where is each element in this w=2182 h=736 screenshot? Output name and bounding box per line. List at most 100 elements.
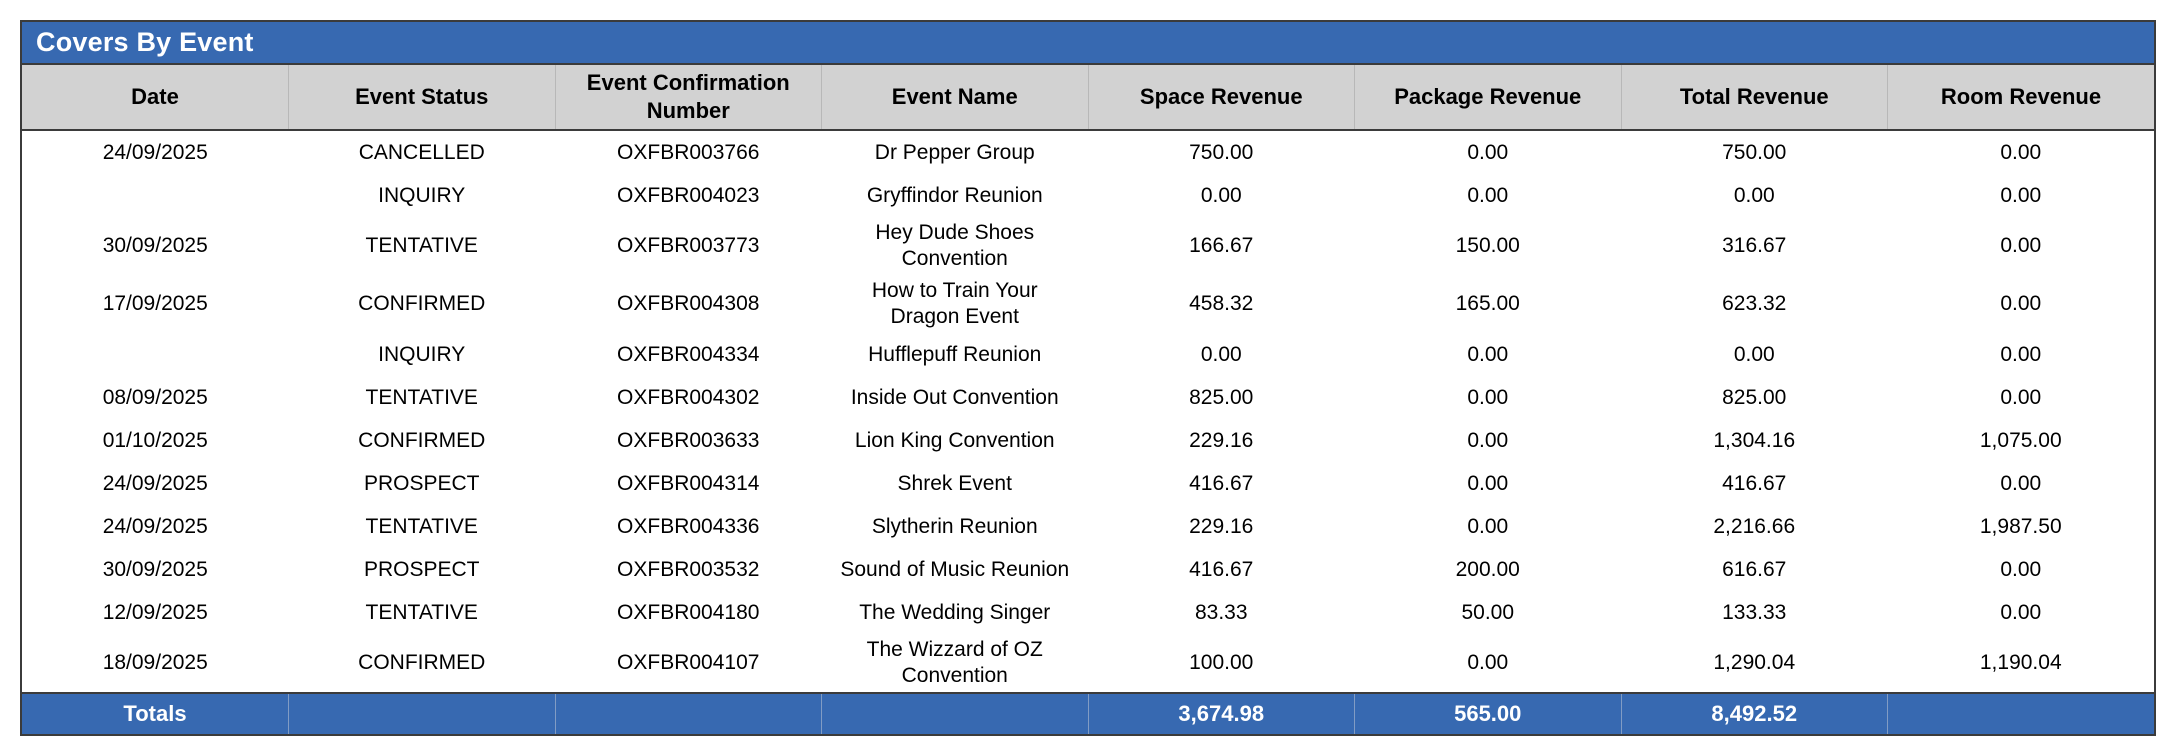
cell-room-revenue: 0.00 (2000, 140, 2042, 164)
report-title-bar: Covers By Event (22, 22, 2154, 65)
cell-event-confirmation-number: OXFBR004308 (617, 292, 760, 315)
cell-event-status: TENTATIVE (365, 600, 478, 624)
cell-event-name: Dr Pepper Group (874, 140, 1035, 164)
cell-event-status: CANCELLED (358, 140, 485, 164)
cell-space-revenue: 166.67 (1189, 234, 1254, 257)
cell-event-confirmation-number: OXFBR004107 (617, 651, 760, 674)
covers-by-event-report: Covers By Event Date Event Status Event Co… (20, 20, 2156, 736)
cell-space-revenue: 416.67 (1189, 471, 1254, 495)
cell-date (22, 174, 289, 217)
table-header: Date Event Status Event Confirmation Numbe… (22, 65, 2154, 131)
cell-total-revenue: 750.00 (1722, 140, 1787, 164)
totals-package-revenue: 565.00 (1354, 692, 1621, 734)
table-row: 24/09/2025 TENTATIVE OXFBR004336 Slytherin … (22, 505, 2154, 548)
table-row: 08/09/2025 TENTATIVE OXFBR004302 Inside Out… (22, 376, 2154, 419)
cell-event-confirmation-number: OXFBR004180 (617, 600, 760, 624)
totals-spacer-event-name (821, 692, 1088, 734)
cell-event-name: Hey Dude Shoes Convention (875, 221, 1035, 270)
cell-total-revenue: 0.00 (1733, 342, 1775, 366)
column-header-package-revenue: Package Revenue (1354, 65, 1621, 131)
column-header-event-confirmation-number: Event Confirmation Number (554, 65, 822, 131)
cell-space-revenue: 229.16 (1189, 514, 1254, 538)
totals-label: Totals (22, 692, 289, 734)
table-row: INQUIRY OXFBR004334 Hufflepuff Reunion 0.00… (22, 333, 2154, 376)
cell-package-revenue: 165.00 (1455, 292, 1520, 315)
cell-event-status: PROSPECT (363, 471, 480, 495)
cell-date: 12/09/2025 (102, 600, 208, 624)
totals-row: Totals 3,674.98 565.00 8,492.52 (22, 692, 2154, 734)
cell-event-confirmation-number: OXFBR004302 (617, 385, 760, 409)
table-row: 24/09/2025 CANCELLED OXFBR003766 Dr Pepper … (22, 130, 2154, 174)
table-row: INQUIRY OXFBR004023 Gryffindor Reunion 0.00… (22, 174, 2154, 217)
cell-package-revenue: 150.00 (1455, 234, 1520, 257)
cell-room-revenue: 0.00 (2000, 292, 2042, 315)
cell-package-revenue: 0.00 (1467, 428, 1509, 452)
cell-space-revenue: 416.67 (1189, 557, 1254, 581)
cell-total-revenue: 2,216.66 (1713, 514, 1796, 538)
cell-total-revenue: 1,304.16 (1713, 428, 1796, 452)
cell-event-name: The Wizzard of OZ Convention (866, 638, 1043, 687)
column-header-space-revenue: Space Revenue (1087, 65, 1355, 131)
covers-by-event-table: Date Event Status Event Confirmation Numbe… (22, 65, 2154, 734)
cell-room-revenue: 0.00 (2000, 183, 2042, 207)
totals-total-revenue: 8,492.52 (1620, 692, 1888, 734)
cell-event-name: The Wedding Singer (859, 600, 1051, 624)
table-row: 17/09/2025 CONFIRMED OXFBR004308 How to Tra… (22, 275, 2154, 333)
cell-space-revenue: 0.00 (1200, 183, 1242, 207)
cell-event-name: Hufflepuff Reunion (868, 342, 1042, 366)
cell-total-revenue: 316.67 (1722, 234, 1787, 257)
cell-space-revenue: 458.32 (1189, 292, 1254, 315)
cell-event-name: Sound of Music Reunion (840, 557, 1070, 581)
cell-date: 08/09/2025 (102, 385, 208, 409)
cell-room-revenue: 0.00 (2000, 600, 2042, 624)
cell-event-status: TENTATIVE (365, 385, 478, 409)
cell-event-confirmation-number: OXFBR003766 (617, 140, 760, 164)
cell-event-status: INQUIRY (378, 183, 466, 207)
cell-package-revenue: 200.00 (1455, 557, 1520, 581)
table-row: 01/10/2025 CONFIRMED OXFBR003633 Lion King … (22, 419, 2154, 462)
table-row: 12/09/2025 TENTATIVE OXFBR004180 The Weddin… (22, 591, 2154, 634)
cell-date: 18/09/2025 (102, 651, 208, 674)
table-body: 24/09/2025 CANCELLED OXFBR003766 Dr Pepper … (22, 130, 2154, 693)
table-row: 24/09/2025 PROSPECT OXFBR004314 Shrek Event… (22, 462, 2154, 505)
cell-total-revenue: 825.00 (1722, 385, 1787, 409)
cell-date: 01/10/2025 (102, 428, 208, 452)
cell-event-name: How to Train Your Dragon Event (871, 279, 1038, 328)
cell-event-confirmation-number: OXFBR003633 (617, 428, 760, 452)
cell-event-confirmation-number: OXFBR003532 (617, 557, 760, 581)
cell-space-revenue: 229.16 (1189, 428, 1254, 452)
cell-event-confirmation-number: OXFBR003773 (617, 234, 760, 257)
cell-total-revenue: 1,290.04 (1713, 651, 1796, 674)
cell-event-confirmation-number: OXFBR004023 (617, 183, 760, 207)
cell-package-revenue: 50.00 (1461, 600, 1515, 624)
cell-total-revenue: 0.00 (1733, 183, 1775, 207)
cell-total-revenue: 416.67 (1722, 471, 1787, 495)
cell-date: 24/09/2025 (102, 514, 208, 538)
table-totals: Totals 3,674.98 565.00 8,492.52 (22, 692, 2154, 734)
cell-date: 30/09/2025 (102, 557, 208, 581)
column-header-room-revenue: Room Revenue (1887, 65, 2154, 131)
cell-package-revenue: 0.00 (1467, 471, 1509, 495)
totals-room-revenue (1887, 692, 2154, 734)
cell-room-revenue: 0.00 (2000, 234, 2042, 257)
cell-event-name: Lion King Convention (854, 428, 1055, 452)
cell-room-revenue: 1,075.00 (1979, 428, 2062, 452)
cell-event-confirmation-number: OXFBR004334 (617, 342, 760, 366)
cell-room-revenue: 1,987.50 (1979, 514, 2062, 538)
cell-space-revenue: 83.33 (1194, 600, 1248, 624)
cell-date: 24/09/2025 (102, 471, 208, 495)
cell-event-status: TENTATIVE (365, 514, 478, 538)
totals-space-revenue: 3,674.98 (1087, 692, 1355, 734)
totals-spacer-event-confirmation-number (554, 692, 822, 734)
cell-package-revenue: 0.00 (1467, 140, 1509, 164)
cell-date: 17/09/2025 (102, 292, 208, 315)
cell-room-revenue: 0.00 (2000, 342, 2042, 366)
table-row: 30/09/2025 PROSPECT OXFBR003532 Sound of Mu… (22, 548, 2154, 591)
cell-space-revenue: 100.00 (1189, 651, 1254, 674)
cell-room-revenue: 1,190.04 (1979, 651, 2062, 674)
cell-event-status: PROSPECT (363, 557, 480, 581)
totals-spacer-event-status (288, 692, 555, 734)
cell-event-status: CONFIRMED (358, 651, 486, 674)
cell-event-name: Inside Out Convention (850, 385, 1059, 409)
cell-room-revenue: 0.00 (2000, 557, 2042, 581)
